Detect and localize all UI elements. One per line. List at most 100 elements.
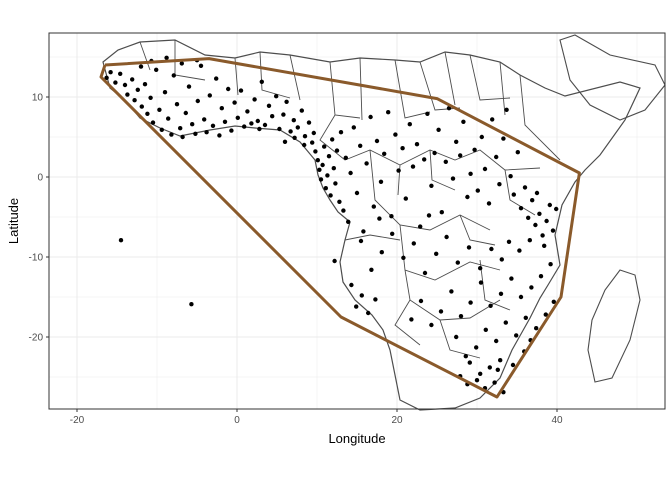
data-point [518,294,524,300]
data-point [186,84,192,89]
y-axis-ticks: 10 0 -10 -20 [29,93,49,344]
data-point [332,258,337,264]
data-point [171,73,176,78]
data-point [403,196,408,201]
data-point [317,167,322,172]
data-point [450,176,456,181]
data-point [443,159,448,164]
data-point [377,216,382,221]
data-point [517,248,522,253]
data-point [122,82,128,88]
data-point [320,162,325,168]
data-point [482,166,488,172]
data-point [373,297,378,302]
data-point [195,98,200,104]
data-point [242,124,247,129]
data-point [498,291,504,296]
data-point [282,139,288,144]
data-point [510,362,516,368]
data-point [249,121,254,126]
data-point [400,146,405,151]
data-point [259,79,264,85]
data-point [108,70,113,75]
data-point [217,133,222,138]
x-tick-label: -20 [70,415,85,426]
data-point [468,171,473,176]
data-point [326,154,332,159]
data-point [411,241,416,246]
data-point [426,213,432,218]
x-tick-label: 20 [391,415,403,426]
data-point [179,61,184,66]
data-point [255,118,260,124]
data-point [527,238,532,243]
data-point [458,314,464,319]
data-point [364,161,369,166]
data-point [183,110,188,116]
data-point [483,327,488,332]
data-point [434,251,439,256]
data-point [526,215,531,220]
data-point [118,71,123,77]
data-point [390,231,395,236]
data-point [358,143,363,148]
data-point [222,119,228,125]
data-point [359,293,364,298]
data-point [518,206,524,211]
data-point [540,233,545,238]
data-point [506,239,512,244]
data-point [306,120,312,125]
data-point [382,151,387,156]
data-point [226,86,231,92]
data-point [262,122,268,128]
data-point [346,219,351,224]
x-axis-ticks: -20 0 20 40 [70,409,563,426]
data-point [514,333,519,338]
data-point [414,142,420,147]
data-point [257,126,262,132]
data-point [302,134,308,139]
data-point [425,111,430,117]
data-point [522,185,528,190]
data-point [338,130,344,135]
data-point [302,142,307,148]
y-tick-label: 0 [37,173,43,184]
data-point [478,280,484,285]
data-point [371,204,376,209]
data-point [389,214,394,219]
data-point [474,345,479,350]
data-point [315,158,320,163]
data-point [157,107,162,113]
data-point [313,149,318,154]
data-point [368,114,373,120]
data-point [374,138,380,144]
country-borders-map [102,34,666,411]
data-point [503,320,508,325]
data-point [504,107,509,113]
data-point [461,119,466,125]
y-tick-label: -20 [29,333,44,344]
data-point [291,118,296,123]
data-point [330,137,335,142]
data-point [472,147,477,152]
data-point [284,99,289,105]
data-point [318,177,324,182]
data-point [245,109,250,114]
data-point [551,299,556,304]
data-point [537,211,542,216]
data-point [478,266,483,271]
data-point [511,192,516,197]
data-point [463,354,468,359]
data-point [489,246,494,252]
data-point [444,234,449,240]
data-point [323,186,328,191]
data-point [198,63,204,68]
data-point [479,134,484,140]
data-point [475,188,480,193]
data-point [334,148,340,153]
data-point [162,90,168,95]
data-point [235,115,240,121]
x-tick-label: 0 [234,415,240,426]
data-point [193,131,198,136]
data-point [229,128,234,133]
